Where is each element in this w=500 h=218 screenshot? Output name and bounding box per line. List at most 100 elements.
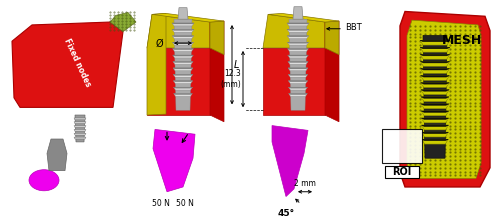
Ellipse shape	[29, 170, 59, 191]
Text: BBT: BBT	[345, 23, 362, 32]
Polygon shape	[288, 74, 308, 77]
Polygon shape	[288, 49, 308, 51]
Polygon shape	[421, 104, 449, 105]
Polygon shape	[173, 55, 193, 56]
Bar	[382, 129, 422, 163]
Polygon shape	[172, 23, 194, 26]
Polygon shape	[420, 40, 450, 45]
Polygon shape	[289, 19, 307, 110]
Polygon shape	[210, 21, 224, 55]
Polygon shape	[74, 133, 86, 135]
Polygon shape	[325, 21, 339, 55]
Polygon shape	[420, 54, 450, 56]
Polygon shape	[74, 129, 86, 131]
Polygon shape	[288, 61, 308, 63]
Polygon shape	[423, 36, 447, 158]
Polygon shape	[422, 118, 448, 123]
Polygon shape	[420, 83, 450, 84]
Polygon shape	[420, 83, 450, 87]
Polygon shape	[272, 126, 308, 197]
Polygon shape	[421, 90, 449, 91]
Polygon shape	[420, 47, 450, 49]
Polygon shape	[400, 12, 490, 187]
Polygon shape	[421, 111, 449, 112]
Polygon shape	[422, 139, 448, 141]
Polygon shape	[288, 36, 308, 37]
Polygon shape	[288, 68, 308, 71]
Text: Fixed nodes: Fixed nodes	[62, 37, 92, 88]
Polygon shape	[74, 122, 86, 124]
Polygon shape	[288, 55, 308, 58]
Polygon shape	[421, 111, 449, 116]
Polygon shape	[153, 129, 195, 192]
Polygon shape	[422, 118, 448, 119]
Polygon shape	[174, 19, 192, 110]
Polygon shape	[178, 8, 188, 19]
Polygon shape	[287, 23, 309, 24]
Polygon shape	[420, 61, 450, 66]
Polygon shape	[174, 94, 193, 96]
Polygon shape	[268, 14, 339, 22]
Polygon shape	[293, 7, 303, 19]
Bar	[385, 166, 419, 178]
Polygon shape	[287, 29, 309, 32]
Text: 45°: 45°	[278, 209, 294, 218]
Polygon shape	[75, 115, 85, 142]
Polygon shape	[172, 36, 194, 37]
Polygon shape	[173, 61, 193, 64]
Polygon shape	[287, 29, 309, 30]
Text: Ø: Ø	[155, 39, 163, 49]
Polygon shape	[172, 23, 194, 24]
Polygon shape	[173, 55, 193, 58]
Polygon shape	[288, 42, 308, 43]
Text: ROI: ROI	[392, 167, 411, 177]
Text: 2 mm: 2 mm	[294, 179, 316, 188]
Polygon shape	[420, 54, 450, 59]
Polygon shape	[173, 68, 193, 71]
Polygon shape	[174, 81, 193, 84]
Polygon shape	[421, 97, 449, 102]
Polygon shape	[420, 61, 450, 63]
Polygon shape	[172, 29, 194, 30]
Polygon shape	[147, 48, 210, 115]
Text: MESH: MESH	[442, 34, 482, 47]
Polygon shape	[110, 12, 136, 32]
Polygon shape	[173, 61, 193, 63]
Polygon shape	[12, 22, 123, 107]
Polygon shape	[288, 94, 308, 95]
Polygon shape	[172, 49, 194, 50]
Polygon shape	[152, 14, 224, 22]
Polygon shape	[421, 90, 449, 95]
Polygon shape	[288, 49, 308, 50]
Polygon shape	[147, 14, 210, 48]
Polygon shape	[288, 87, 308, 90]
Polygon shape	[420, 76, 450, 77]
Polygon shape	[172, 36, 194, 39]
Polygon shape	[47, 139, 67, 171]
Text: 50 N: 50 N	[176, 199, 194, 208]
Polygon shape	[74, 126, 86, 128]
Polygon shape	[174, 81, 193, 82]
Polygon shape	[421, 97, 449, 98]
Polygon shape	[422, 132, 448, 134]
Polygon shape	[288, 61, 308, 64]
Text: 50 N: 50 N	[152, 199, 170, 208]
Polygon shape	[420, 68, 450, 73]
Polygon shape	[172, 42, 194, 45]
Polygon shape	[173, 74, 193, 75]
Polygon shape	[288, 36, 308, 39]
Polygon shape	[288, 74, 308, 75]
Polygon shape	[422, 125, 448, 130]
Polygon shape	[287, 23, 309, 26]
Polygon shape	[420, 68, 450, 70]
Polygon shape	[172, 49, 194, 51]
Polygon shape	[173, 74, 193, 77]
Polygon shape	[407, 20, 481, 178]
Text: L: L	[234, 60, 239, 70]
Polygon shape	[288, 87, 308, 88]
Polygon shape	[288, 94, 308, 96]
Polygon shape	[422, 139, 448, 144]
Polygon shape	[174, 94, 193, 95]
Polygon shape	[420, 40, 450, 42]
Polygon shape	[288, 42, 308, 45]
